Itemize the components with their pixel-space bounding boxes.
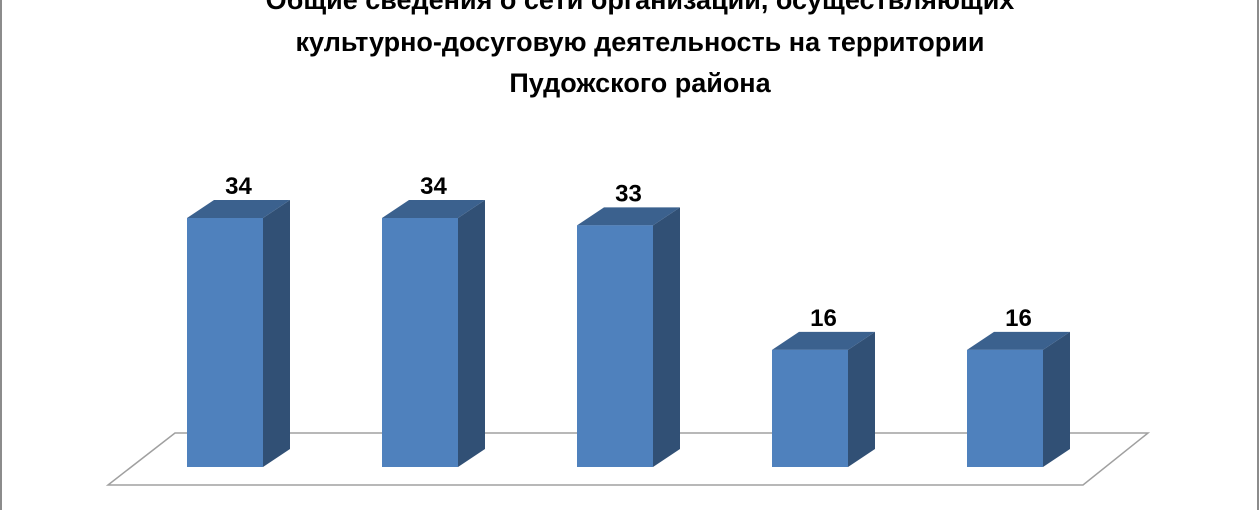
value-label: 34 [420, 173, 447, 200]
value-label: 16 [1005, 305, 1032, 332]
bar-group [577, 207, 680, 467]
bar-group [772, 331, 875, 467]
bar-top [967, 331, 1070, 350]
value-label: 33 [615, 180, 642, 207]
bar-group [187, 200, 290, 467]
bar [187, 218, 263, 467]
bar-top [577, 207, 680, 226]
bar-group [967, 331, 1070, 467]
chart-title: Пудожского района [509, 68, 771, 98]
bar-side [1043, 331, 1070, 467]
bar-top [187, 200, 290, 218]
chart-title: культурно-досуговую деятельность на терр… [296, 27, 985, 57]
chart-title: Общие сведения о сети организаций, осуще… [266, 0, 1015, 15]
bar [577, 225, 653, 467]
bar-side [848, 331, 875, 467]
bar [382, 218, 458, 467]
value-label: 34 [225, 173, 252, 200]
bar-side [263, 200, 290, 467]
bar-side [653, 207, 680, 467]
bar [967, 349, 1043, 467]
bar [772, 349, 848, 467]
value-label: 16 [810, 305, 837, 332]
bar-side [458, 200, 485, 467]
bar-group [382, 200, 485, 467]
bar-top [772, 331, 875, 350]
bar-top [382, 200, 485, 218]
